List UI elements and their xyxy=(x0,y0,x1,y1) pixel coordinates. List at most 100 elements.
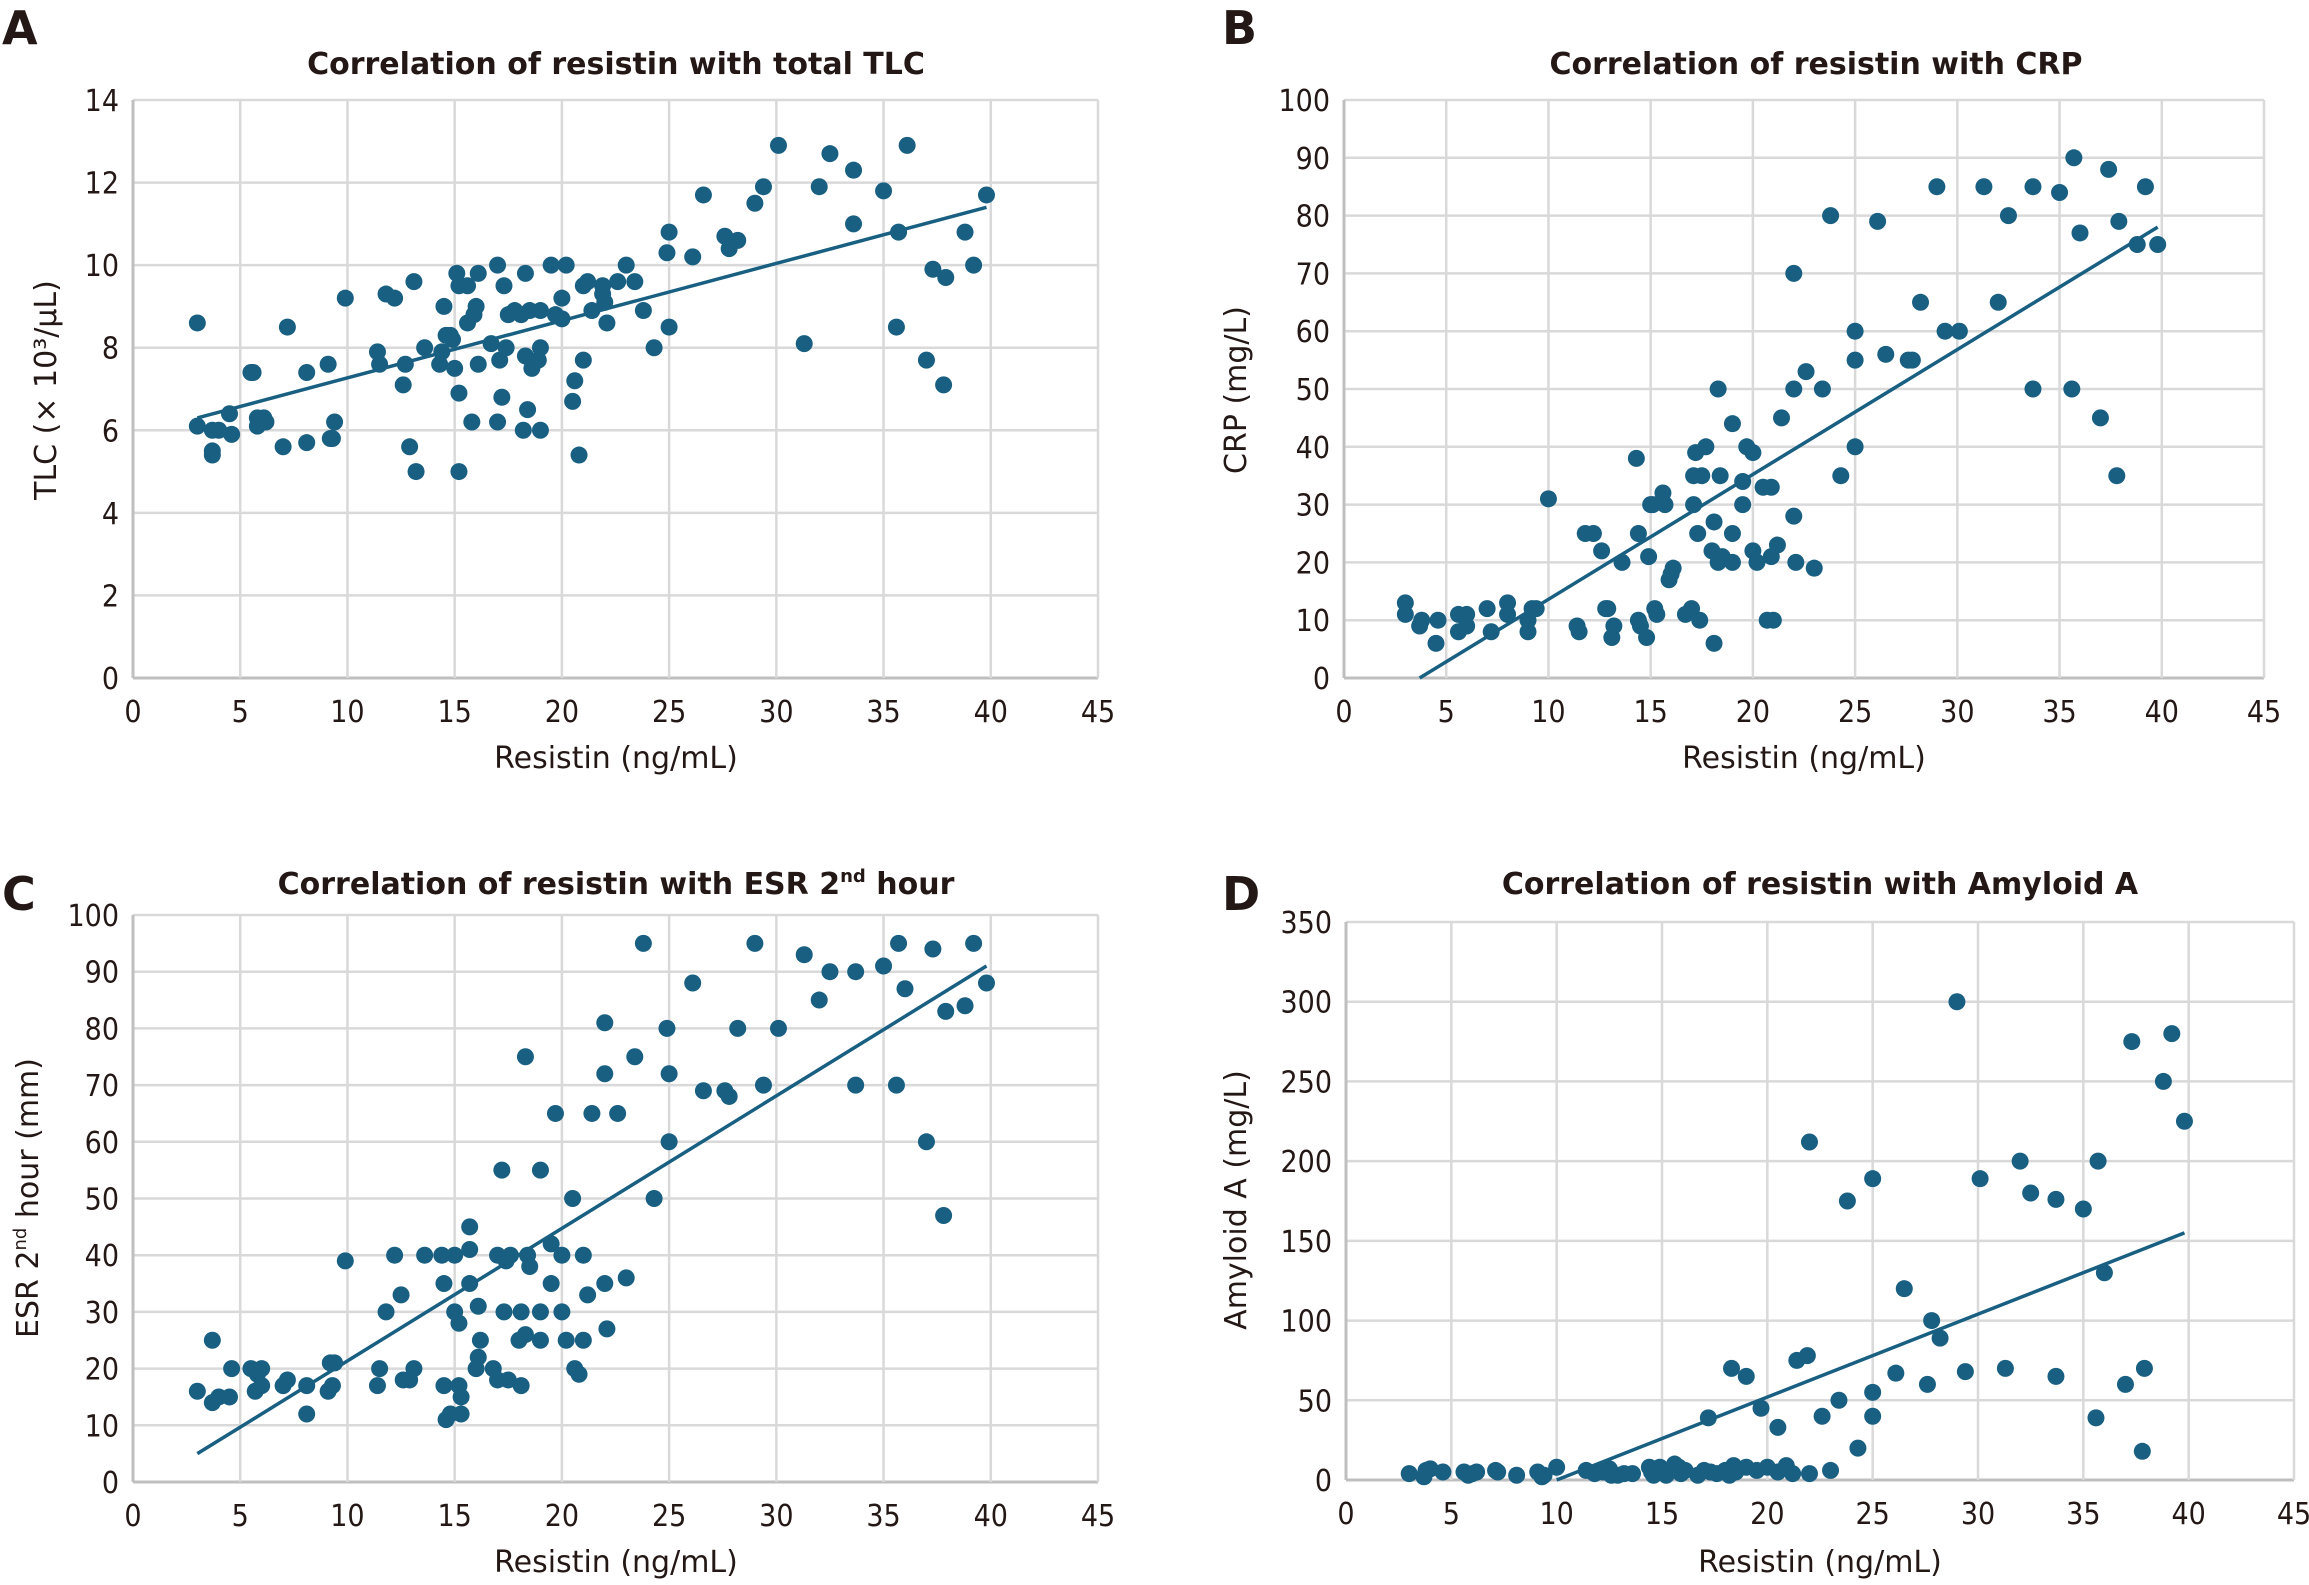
data-point-c xyxy=(542,1275,560,1293)
x-tick-label-d: 30 xyxy=(1961,1497,1995,1532)
data-point-c xyxy=(596,1275,614,1293)
data-point-d xyxy=(2087,1409,2105,1427)
data-point-c xyxy=(887,1076,905,1094)
data-point-d xyxy=(2133,1442,2151,1460)
data-point-a xyxy=(278,318,296,336)
data-point-c xyxy=(617,1269,635,1287)
panel-letter-d: D xyxy=(1222,867,1260,921)
data-point-b xyxy=(1458,617,1476,635)
data-point-c xyxy=(579,1286,597,1304)
data-point-d xyxy=(2154,1072,2172,1090)
y-tick-label-c: 30 xyxy=(85,1296,119,1331)
chart-title-b: Correlation of resistin with CRP xyxy=(1549,47,2082,82)
data-point-c xyxy=(253,1360,271,1378)
x-tick-label-c: 5 xyxy=(232,1499,249,1534)
data-point-a xyxy=(729,231,747,249)
x-tick-label-b: 25 xyxy=(1838,695,1872,730)
data-point-d xyxy=(2047,1367,2065,1385)
y-tick-label-b: 30 xyxy=(1296,489,1330,524)
data-point-b xyxy=(1912,293,1930,311)
data-point-b xyxy=(1648,605,1666,623)
data-point-c xyxy=(433,1246,451,1264)
panel-b: B Correlation of resistin with CRP 0 10 20… xyxy=(1219,1,2281,776)
data-point-b xyxy=(2024,178,2042,196)
data-point-b xyxy=(1744,444,1762,462)
data-point-c xyxy=(386,1246,404,1264)
data-point-c xyxy=(553,1246,571,1264)
y-tick-label-b: 90 xyxy=(1296,142,1330,177)
data-point-b xyxy=(1928,178,1946,196)
data-point-b xyxy=(1605,617,1623,635)
data-point-a xyxy=(746,194,764,212)
data-point-b xyxy=(1705,513,1723,531)
x-axis-title-d: Resistin (ng/mL) xyxy=(1698,1545,1942,1580)
y-tick-label-d: 350 xyxy=(1280,906,1332,941)
data-point-c xyxy=(471,1331,489,1349)
data-point-a xyxy=(444,330,462,348)
data-point-d xyxy=(1624,1465,1642,1483)
x-axis-title-a: Resistin (ng/mL) xyxy=(494,741,738,776)
data-point-b xyxy=(1805,559,1823,577)
y-tick-label-c: 100 xyxy=(67,899,119,934)
data-point-a xyxy=(446,359,464,377)
data-point-c xyxy=(658,1019,676,1037)
data-point-a xyxy=(274,438,292,456)
data-point-a xyxy=(531,339,549,357)
data-point-c xyxy=(626,1048,644,1066)
data-point-c xyxy=(596,1065,614,1083)
data-point-c xyxy=(221,1388,238,1406)
data-point-d xyxy=(2095,1264,2113,1282)
data-point-c xyxy=(660,1065,678,1083)
data-point-b xyxy=(1644,496,1662,514)
plot-area-c: 0 10 20 30 40 50 60 70 80 90 100 0 5 10 15 20 25 30 35 40 45 xyxy=(67,899,1115,1534)
data-point-b xyxy=(1734,496,1752,514)
data-point-c xyxy=(609,1104,627,1122)
data-point-c xyxy=(203,1331,221,1349)
data-point-d xyxy=(1737,1367,1755,1385)
data-point-a xyxy=(323,430,341,448)
data-point-d xyxy=(1864,1170,1882,1188)
x-tick-label-c: 45 xyxy=(1081,1499,1115,1534)
y-tick-label-a: 12 xyxy=(85,167,119,202)
data-point-b xyxy=(2110,212,2128,230)
data-point-a xyxy=(416,339,434,357)
x-tick-label-b: 45 xyxy=(2247,695,2281,730)
data-point-d xyxy=(1508,1466,1526,1484)
data-point-a xyxy=(407,463,425,481)
data-point-d xyxy=(1996,1359,2014,1377)
data-point-b xyxy=(1877,345,1895,363)
data-point-a xyxy=(645,339,663,357)
y-tick-label-c: 0 xyxy=(102,1466,119,1501)
data-point-c xyxy=(516,1326,534,1344)
data-point-b xyxy=(1785,264,1803,282)
data-point-a xyxy=(564,392,582,410)
x-tick-label-b: 20 xyxy=(1736,695,1770,730)
data-point-c xyxy=(371,1360,389,1378)
x-tick-label-d: 10 xyxy=(1539,1497,1573,1532)
x-tick-label-a: 45 xyxy=(1081,695,1115,730)
chart-title-c-sup: nd xyxy=(840,866,866,887)
data-point-a xyxy=(326,413,344,431)
data-point-a xyxy=(489,256,507,274)
chart-title-c-tail: hour xyxy=(866,867,955,902)
trendline-a xyxy=(196,205,987,420)
data-point-c xyxy=(499,1371,517,1389)
data-point-a xyxy=(542,256,560,274)
data-point-c xyxy=(574,1246,592,1264)
data-point-d xyxy=(1822,1461,1840,1479)
data-point-d xyxy=(1971,1170,1989,1188)
x-tick-label-d: 0 xyxy=(1337,1497,1354,1532)
data-point-b xyxy=(1869,212,1887,230)
data-point-a xyxy=(188,417,206,435)
data-point-c xyxy=(754,1076,772,1094)
data-point-d xyxy=(1864,1407,1882,1425)
y-axis-title-c-main: ESR 2 xyxy=(11,1251,46,1338)
data-point-b xyxy=(1427,634,1445,652)
data-point-b xyxy=(1785,507,1803,525)
data-point-c xyxy=(847,963,865,981)
data-point-c xyxy=(596,1014,614,1032)
data-point-c xyxy=(521,1258,539,1276)
data-point-b xyxy=(2149,236,2167,253)
data-point-b xyxy=(1711,467,1729,485)
